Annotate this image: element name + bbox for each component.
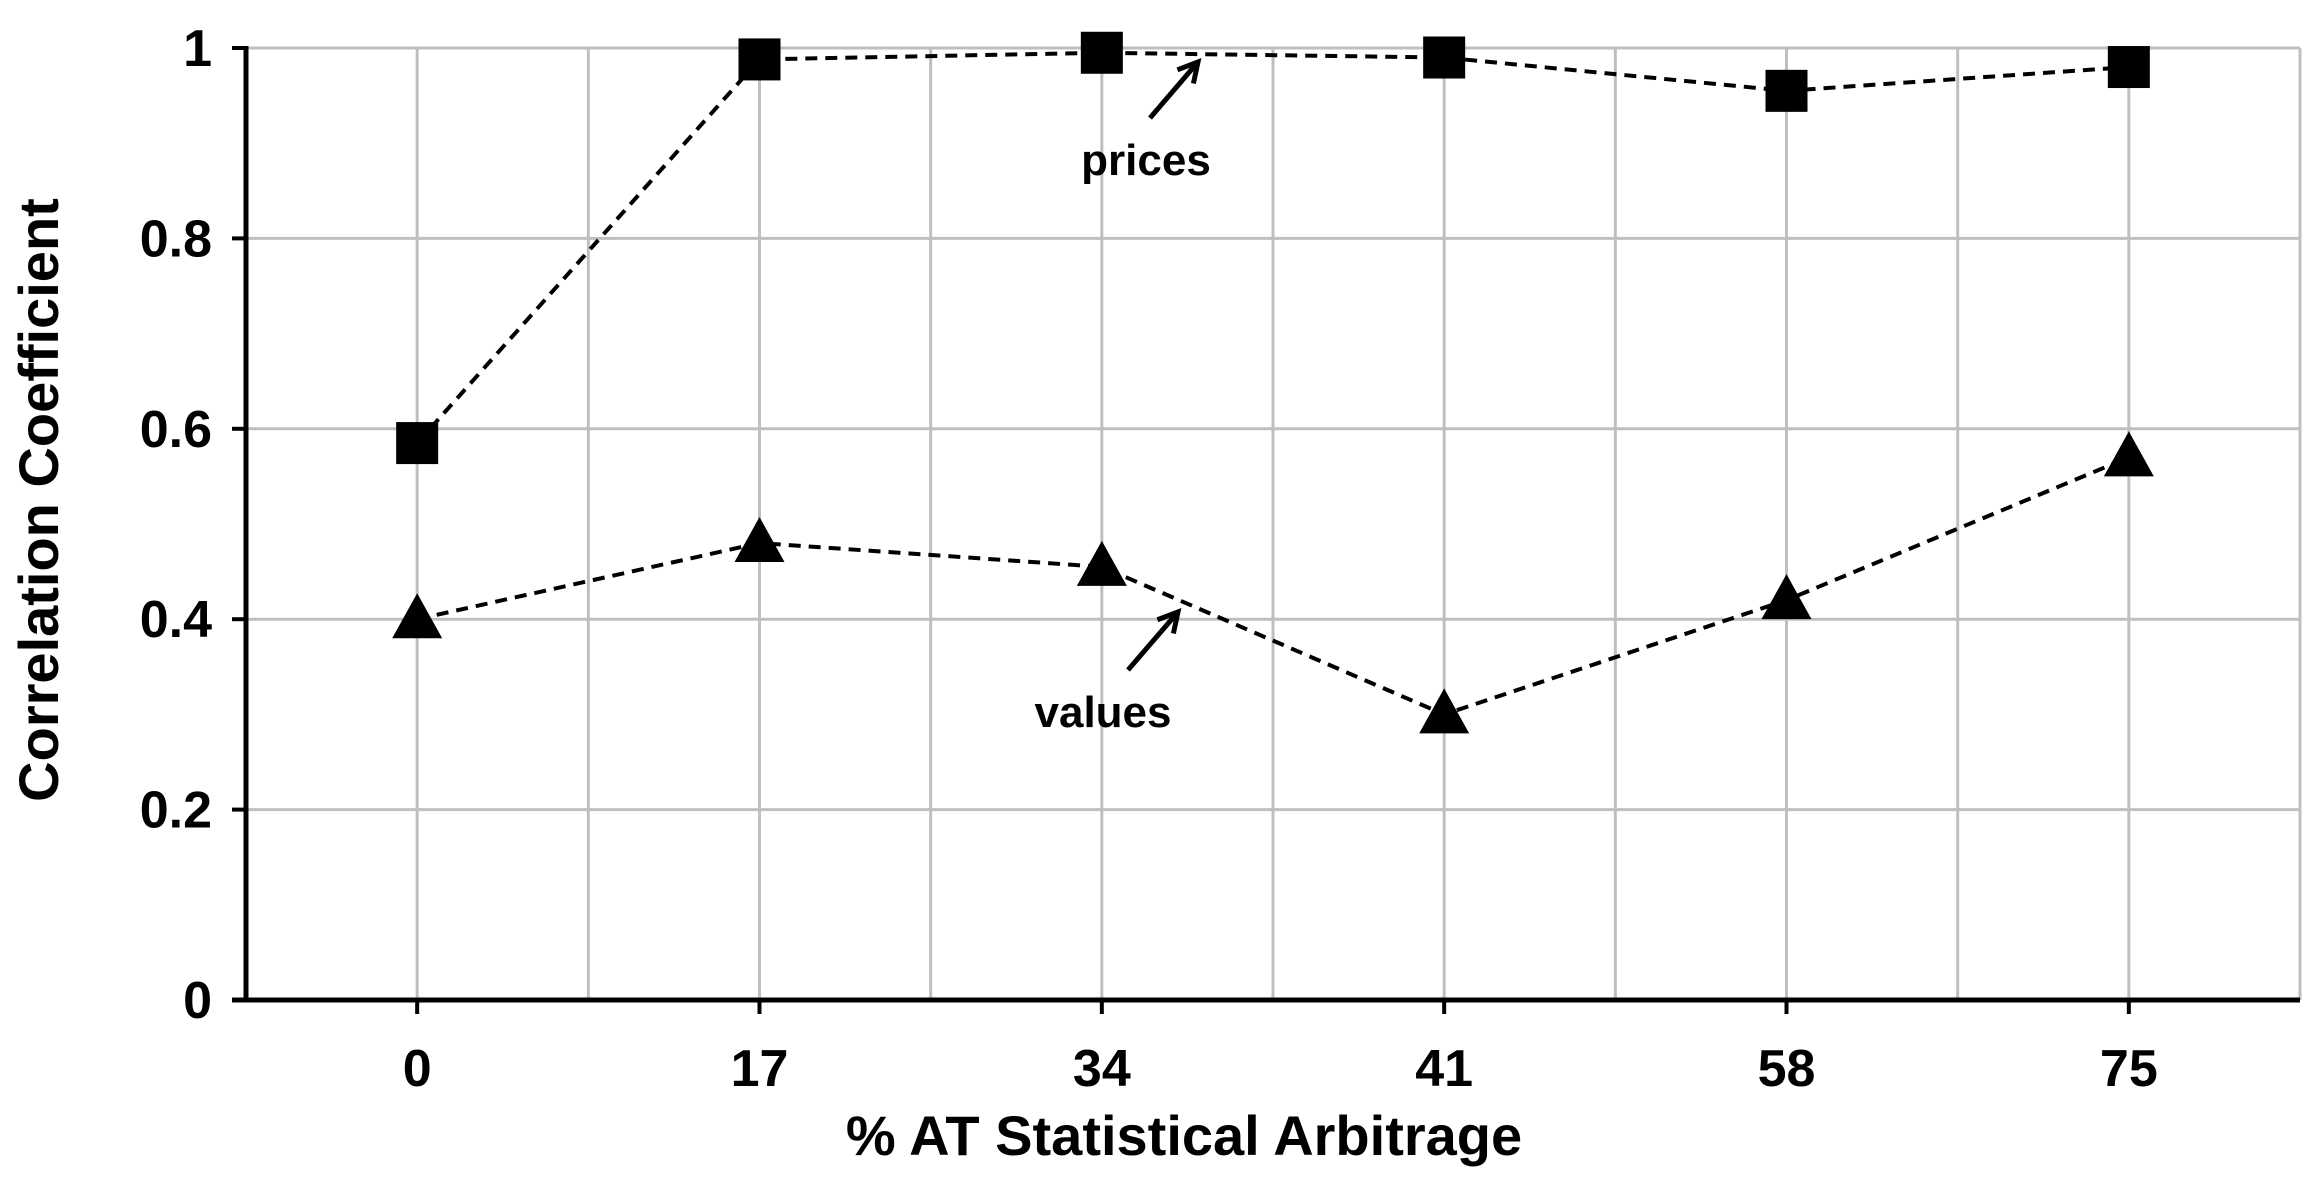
x-tick-label: 58 — [1758, 1040, 1816, 1098]
series-values — [392, 431, 2154, 734]
x-axis-title: % AT Statistical Arbitrage — [846, 1104, 1522, 1167]
series-prices — [396, 31, 2150, 465]
square-marker — [1080, 31, 1123, 74]
square-marker — [738, 38, 781, 81]
x-tick-label: 0 — [403, 1040, 432, 1098]
annotation-label: values — [1035, 688, 1172, 737]
annotation-arrow — [1126, 610, 1180, 672]
arrowhead — [1176, 58, 1202, 85]
triangle-marker — [1419, 688, 1470, 734]
annotation-arrow — [1148, 60, 1200, 120]
y-axis-title: Correlation Coefficient — [7, 198, 70, 802]
x-tick-label: 75 — [2100, 1040, 2158, 1098]
y-tick-label: 0 — [183, 972, 212, 1030]
y-tick-label: 0.4 — [140, 591, 212, 649]
series-layer — [392, 31, 2154, 734]
annotations: prices values — [1035, 58, 1211, 737]
y-tick-label: 1 — [183, 20, 212, 78]
triangle-marker — [1761, 574, 1812, 620]
axes — [232, 46, 2300, 1014]
square-marker — [1423, 36, 1466, 79]
annotation-prices: prices — [1081, 58, 1211, 185]
grid — [246, 46, 2302, 1000]
y-tick-label: 0.2 — [140, 782, 212, 840]
annotation-label: prices — [1081, 136, 1211, 185]
triangle-marker — [392, 593, 443, 639]
y-tick-label: 0.6 — [140, 401, 212, 459]
triangle-marker — [1076, 540, 1127, 586]
triangle-marker — [734, 517, 785, 563]
x-tick-label: 41 — [1415, 1040, 1473, 1098]
square-marker — [2107, 46, 2150, 89]
x-tick-label: 17 — [731, 1040, 789, 1098]
x-tick-label: 34 — [1073, 1040, 1131, 1098]
annotation-values: values — [1035, 608, 1182, 737]
y-tick-label: 0.8 — [140, 210, 212, 268]
triangle-marker — [2103, 431, 2154, 477]
square-marker — [396, 422, 439, 465]
tick-labels: 0 0.2 0.4 0.6 0.8 1 0 17 34 41 58 75 — [140, 20, 2158, 1098]
series-line-values — [416, 455, 2130, 717]
series-line-prices — [415, 50, 2129, 445]
square-marker — [1765, 69, 1808, 112]
arrowhead — [1156, 608, 1182, 635]
